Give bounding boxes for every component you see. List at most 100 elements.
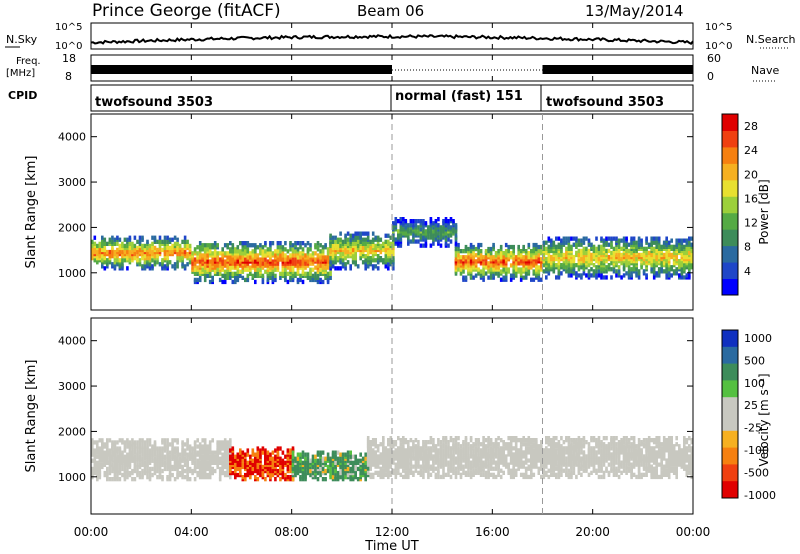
velocity-cell	[289, 466, 292, 472]
power-cell	[597, 273, 601, 278]
power-cell	[672, 269, 676, 274]
velocity-cell	[432, 454, 435, 459]
power-cell	[299, 277, 302, 283]
velocity-cell	[422, 470, 425, 475]
power-cell	[316, 241, 320, 246]
velocity-cell	[188, 444, 192, 449]
velocity-cell	[203, 452, 207, 457]
velocity-cell	[512, 436, 515, 441]
velocity-cell	[284, 460, 287, 465]
velocity-cell	[156, 475, 159, 480]
velocity-cell	[532, 456, 536, 461]
velocity-cell	[487, 448, 490, 453]
power-cell	[414, 239, 418, 244]
power-cell	[620, 256, 623, 262]
power-cell	[261, 245, 265, 250]
power-cell	[535, 255, 538, 260]
velocity-cell	[545, 436, 548, 441]
velocity-cell	[254, 468, 257, 474]
power-cell	[444, 217, 448, 222]
power-cell	[402, 221, 405, 226]
power-cell	[241, 241, 245, 246]
velocity-cell	[565, 470, 568, 475]
velocity-cell	[176, 470, 179, 476]
velocity-cell	[424, 448, 428, 453]
power-cell	[474, 273, 478, 278]
power-cell	[532, 255, 536, 260]
velocity-cell	[141, 472, 144, 478]
velocity-cell	[259, 466, 262, 472]
velocity-cell	[555, 452, 558, 457]
power-cell	[394, 217, 398, 222]
power-cell	[392, 266, 395, 271]
velocity-cell	[239, 458, 242, 463]
power-cell	[264, 269, 267, 274]
velocity-cell	[535, 450, 538, 455]
velocity-cell	[477, 446, 480, 451]
power-cell	[249, 265, 252, 270]
power-cell	[264, 241, 267, 246]
power-cell	[116, 247, 119, 253]
power-cell	[314, 257, 317, 262]
velocity-cell	[376, 462, 380, 467]
power-cell	[670, 273, 673, 278]
power-cell	[422, 243, 425, 248]
power-cell	[101, 235, 104, 240]
velocity-cell	[123, 464, 127, 470]
power-cell	[595, 273, 598, 278]
power-cell	[678, 273, 681, 278]
power-cell	[567, 267, 571, 272]
power-cell	[171, 264, 174, 269]
velocity-cell	[326, 456, 330, 461]
power-cell	[136, 245, 139, 251]
power-cell	[622, 242, 626, 247]
power-cell	[223, 279, 227, 285]
power-cell	[585, 273, 588, 278]
power-cell	[108, 237, 112, 242]
velocity-cell	[118, 464, 122, 470]
power-cell	[361, 237, 365, 242]
power-cell	[221, 279, 224, 285]
velocity-cell	[301, 460, 305, 465]
velocity-cell	[376, 458, 380, 463]
power-cell	[183, 264, 187, 269]
power-cell	[196, 251, 199, 256]
power-cell	[321, 265, 325, 270]
velocity-cell	[427, 474, 430, 480]
power-cell	[615, 269, 618, 274]
power-cell	[93, 258, 97, 263]
power-cell	[570, 244, 573, 249]
power-cell	[582, 240, 586, 245]
power-cell	[404, 225, 408, 230]
power-cell	[650, 236, 653, 241]
velocity-cell	[514, 440, 518, 445]
power-cell	[226, 243, 229, 248]
velocity-cell	[474, 468, 478, 473]
velocity-cell	[580, 438, 583, 443]
power-cell	[361, 231, 365, 236]
velocity-cell	[437, 468, 440, 473]
velocity-cell	[414, 444, 418, 449]
velocity-cell	[567, 472, 571, 477]
velocity-cell	[153, 468, 157, 474]
power-cell	[196, 277, 199, 283]
velocity-cell	[158, 446, 162, 451]
velocity-cell	[111, 462, 114, 467]
power-cell	[424, 229, 428, 234]
power-cell	[560, 263, 563, 268]
power-cell	[429, 217, 433, 222]
power-cell	[309, 257, 312, 262]
nsky-line	[90, 33, 694, 45]
velocity-cell	[341, 456, 345, 461]
velocity-cell	[193, 446, 197, 451]
power-cell	[173, 235, 177, 240]
power-cell	[203, 247, 207, 252]
velocity-cell	[371, 472, 375, 477]
velocity-cell	[329, 456, 332, 461]
velocity-cell	[133, 440, 137, 445]
power-cell	[688, 250, 691, 256]
power-cell	[244, 257, 247, 262]
velocity-cell	[417, 440, 420, 445]
power-cell	[685, 246, 689, 251]
velocity-cell	[517, 462, 520, 467]
